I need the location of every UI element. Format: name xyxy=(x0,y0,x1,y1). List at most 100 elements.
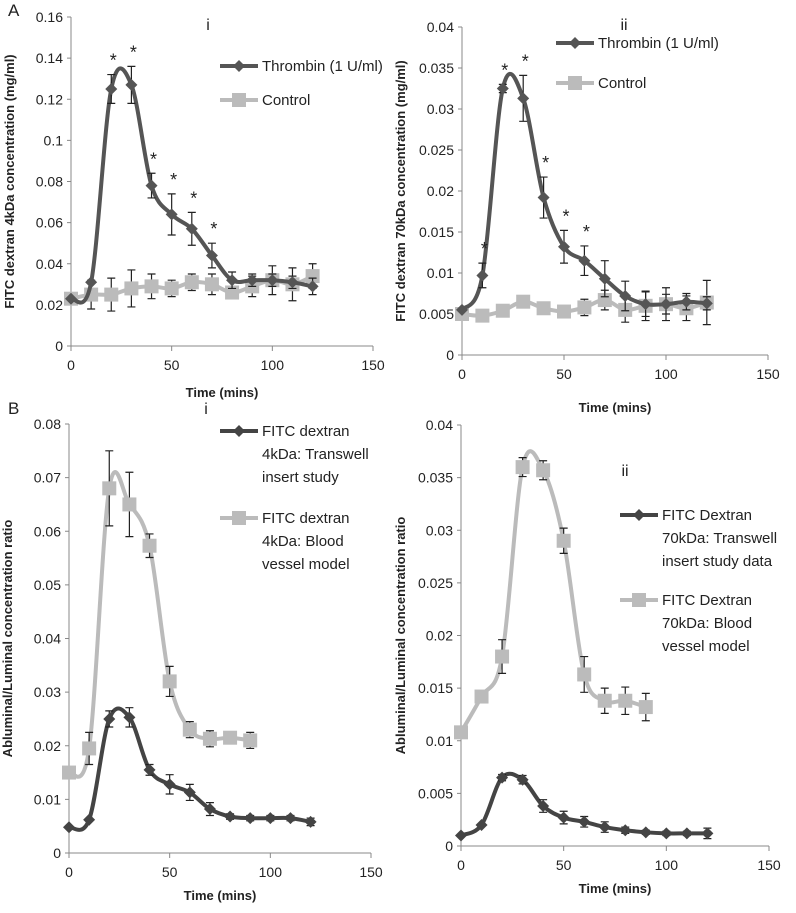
x-axis-label: Time (mins) xyxy=(579,881,652,896)
data-point xyxy=(226,274,239,287)
data-point xyxy=(204,277,219,292)
chart-title: ii xyxy=(621,463,628,480)
series-2 xyxy=(62,450,258,780)
data-point xyxy=(475,308,490,323)
data-point xyxy=(537,191,550,204)
legend-label: FITC dextran xyxy=(262,510,350,527)
y-tick-label: 0 xyxy=(445,838,453,854)
significance-asterisk: * xyxy=(522,51,529,71)
data-point xyxy=(105,82,118,95)
data-point xyxy=(536,301,551,316)
y-tick-label: 0.03 xyxy=(427,101,454,117)
legend-item-1: Thrombin (1 U/ml) xyxy=(556,35,719,52)
x-tick-label: 0 xyxy=(65,864,73,880)
data-point xyxy=(246,274,259,287)
data-point xyxy=(202,731,217,746)
x-tick-label: 50 xyxy=(162,864,178,880)
data-point xyxy=(619,824,632,837)
x-tick-label: 150 xyxy=(361,357,385,373)
x-tick-label: 150 xyxy=(359,864,383,880)
legend-marker xyxy=(633,509,645,521)
data-point xyxy=(556,533,571,548)
data-point xyxy=(700,297,713,310)
legend-marker xyxy=(233,425,245,437)
data-point xyxy=(680,295,693,308)
data-point xyxy=(163,778,176,791)
x-tick-label: 100 xyxy=(654,366,678,382)
legend-label: 70kDa: Transwell xyxy=(662,530,777,547)
x-tick-label: 150 xyxy=(756,366,780,382)
data-point xyxy=(85,276,98,289)
data-point xyxy=(185,222,198,235)
significance-asterisk: * xyxy=(583,222,590,242)
significance-asterisk: * xyxy=(150,149,157,169)
y-axis-label: Abluminal/Luminal concentration ratio xyxy=(393,517,408,755)
data-point xyxy=(660,298,672,311)
y-tick-label: 0.035 xyxy=(418,470,453,486)
y-tick-label: 0.04 xyxy=(36,256,63,272)
data-point xyxy=(122,497,137,512)
x-tick-label: 50 xyxy=(164,357,180,373)
y-tick-label: 0.005 xyxy=(419,306,454,322)
chart-title: ii xyxy=(620,17,627,34)
y-tick-label: 0.06 xyxy=(34,523,61,539)
legend-label: Control xyxy=(262,92,310,109)
data-point xyxy=(578,254,591,267)
data-point xyxy=(597,693,612,708)
legend-label: insert study xyxy=(262,469,339,486)
legend-label: FITC Dextran xyxy=(662,592,752,609)
data-point xyxy=(701,827,714,840)
data-point xyxy=(578,815,591,828)
legend-marker xyxy=(233,60,245,72)
data-point xyxy=(224,810,237,823)
data-point xyxy=(145,179,158,192)
legend-item-1: FITC dextran 4kDa: Transwell insert study xyxy=(220,423,369,486)
y-tick-label: 0.08 xyxy=(34,416,61,432)
significance-asterisk: * xyxy=(130,42,137,62)
y-axis-label: Abluminal/Luminal concentration ratio xyxy=(0,520,15,758)
data-point xyxy=(62,765,76,780)
data-point xyxy=(225,285,240,300)
data-point xyxy=(517,92,530,105)
legend-marker xyxy=(632,593,646,607)
data-point xyxy=(144,279,159,294)
y-tick-label: 0.015 xyxy=(419,224,454,240)
y-tick-label: 0.025 xyxy=(419,142,454,158)
data-point xyxy=(286,276,299,289)
data-point xyxy=(305,269,320,284)
data-point xyxy=(124,281,139,296)
data-point xyxy=(495,303,510,318)
y-tick-label: 0.06 xyxy=(36,215,63,231)
data-point xyxy=(456,303,468,316)
legend-label: Thrombin (1 U/ml) xyxy=(598,35,719,52)
data-point xyxy=(516,773,529,786)
data-point xyxy=(495,649,510,664)
panel-label-b: B xyxy=(8,399,19,418)
legend-label: 70kDa: Blood xyxy=(662,615,752,632)
data-point xyxy=(164,281,179,296)
series-1 xyxy=(63,706,317,834)
data-point xyxy=(455,829,467,842)
chart-1: 0 0.02 0.04 0.06 0.08 0.1 0.12 0.14 0.16 0 50 100 15… xyxy=(2,9,385,400)
panel-label-a: A xyxy=(8,1,20,20)
data-point xyxy=(162,674,177,689)
data-point xyxy=(639,826,652,839)
legend-label: Thrombin (1 U/ml) xyxy=(262,58,383,75)
data-point xyxy=(660,827,673,840)
y-axis-label: FITC dextran 4kDa concentration (mg/ml) xyxy=(2,54,17,308)
y-tick-label: 0.005 xyxy=(418,785,453,801)
x-tick-label: 100 xyxy=(259,864,283,880)
legend-label: Control xyxy=(598,75,646,92)
data-point xyxy=(557,811,570,824)
y-tick-label: 0.03 xyxy=(34,684,61,700)
data-point xyxy=(558,240,570,253)
y-axis-label: FITC dextran 70kDa concentration (mg/ml) xyxy=(393,60,408,322)
data-point xyxy=(577,300,592,315)
significance-asterisk: * xyxy=(110,51,117,71)
x-tick-label: 100 xyxy=(261,357,285,373)
y-tick-label: 0 xyxy=(53,845,61,861)
series-line xyxy=(459,449,647,734)
y-tick-label: 0 xyxy=(55,338,63,354)
legend-label: 4kDa: Blood xyxy=(262,533,344,550)
